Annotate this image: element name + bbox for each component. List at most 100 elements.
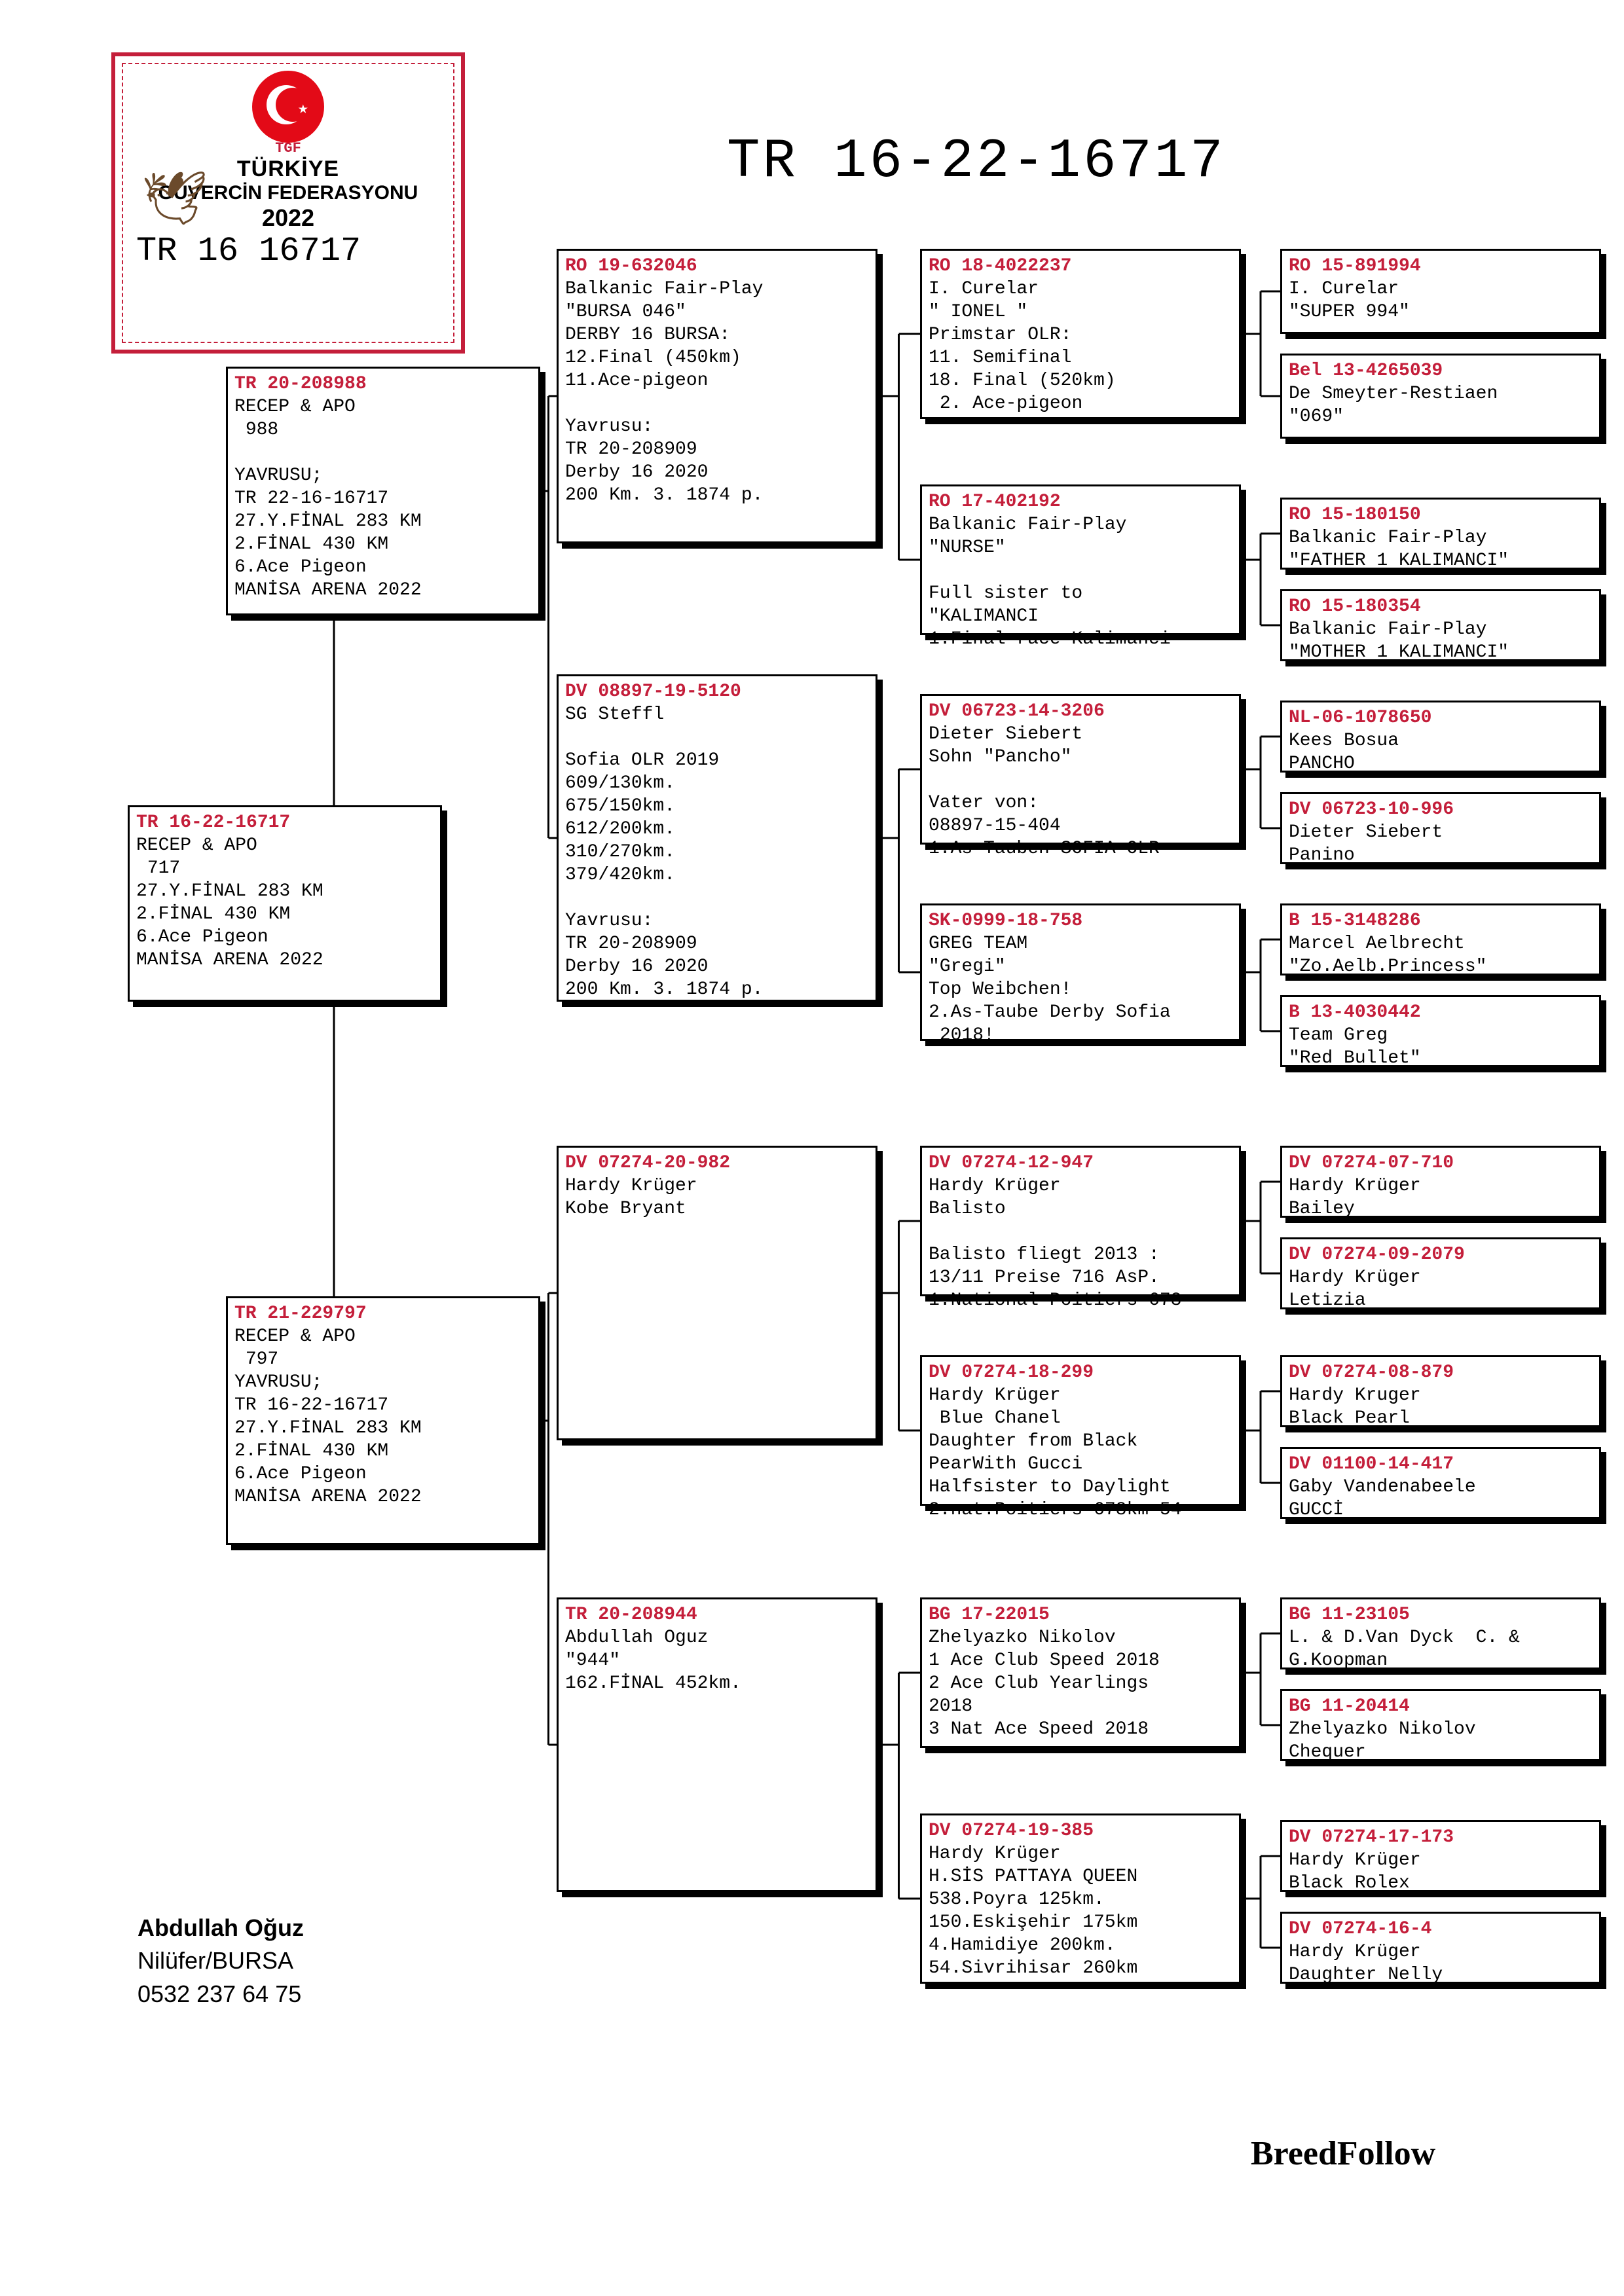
node-body: Team Greg "Red Bullet" [1289, 1024, 1593, 1070]
ring-number: DV 07274-16-4 [1289, 1918, 1593, 1941]
ring-number: BG 17-22015 [929, 1603, 1232, 1626]
ring-number: DV 01100-14-417 [1289, 1453, 1593, 1476]
ring-number: TR 20-208944 [565, 1603, 869, 1626]
ring-number: DV 08897-19-5120 [565, 680, 869, 703]
pedigree-node: DV 06723-14-3206Dieter Siebert Sohn "Pan… [920, 694, 1241, 845]
ring-number: RO 15-891994 [1289, 255, 1593, 278]
ring-number: SK-0999-18-758 [929, 909, 1232, 932]
ring-number: RO 19-632046 [565, 255, 869, 278]
pedigree-node: B 15-3148286Marcel Aelbrecht "Zo.Aelb.Pr… [1280, 903, 1601, 975]
node-body: Hardy Krüger Daughter Nelly [1289, 1941, 1593, 1986]
owner-block: Abdullah Oğuz Nilüfer/BURSA 0532 237 64 … [138, 1912, 304, 2011]
ring-number: NL-06-1078650 [1289, 706, 1593, 729]
ring-number: DV 07274-18-299 [929, 1361, 1232, 1384]
pedigree-node: SK-0999-18-758GREG TEAM "Gregi" Top Weib… [920, 903, 1241, 1041]
pedigree-node: BG 11-20414Zhelyazko Nikolov Chequer [1280, 1689, 1601, 1761]
node-body: Balkanic Fair-Play "BURSA 046" DERBY 16 … [565, 278, 869, 507]
pedigree-node: BG 11-23105L. & D.Van Dyck C. & G.Koopma… [1280, 1597, 1601, 1669]
node-body: GREG TEAM "Gregi" Top Weibchen! 2.As-Tau… [929, 932, 1232, 1047]
node-body: RECEP & APO 717 27.Y.FİNAL 283 KM 2.FİNA… [136, 834, 434, 972]
node-body: Hardy Krüger Letizia [1289, 1266, 1593, 1312]
node-body: Gaby Vandenabeele GUCCİ [1289, 1476, 1593, 1522]
node-body: Hardy Krüger Black Rolex [1289, 1849, 1593, 1895]
node-body: Hardy Krüger Kobe Bryant [565, 1175, 869, 1220]
pedigree-node: RO 15-891994I. Curelar "SUPER 994" [1280, 249, 1601, 334]
node-body: L. & D.Van Dyck C. & G.Koopman [1289, 1626, 1593, 1672]
pedigree-node: DV 06723-10-996Dieter Siebert Panino [1280, 792, 1601, 864]
pigeon-icon: 🕊 [141, 168, 208, 232]
pedigree-node: RO 18-4022237I. Curelar " IONEL " Primst… [920, 249, 1241, 419]
ring-number: BG 11-23105 [1289, 1603, 1593, 1626]
node-body: Zhelyazko Nikolov 1 Ace Club Speed 2018 … [929, 1626, 1232, 1741]
ring-number: DV 07274-19-385 [929, 1819, 1232, 1842]
ring-number: RO 15-180150 [1289, 503, 1593, 526]
ring-number: DV 07274-09-2079 [1289, 1243, 1593, 1266]
pedigree-node: DV 07274-20-982Hardy Krüger Kobe Bryant [557, 1146, 877, 1440]
ring-number: RO 17-402192 [929, 490, 1232, 513]
pedigree-node: RO 15-180150Balkanic Fair-Play "FATHER 1… [1280, 498, 1601, 570]
owner-address: Nilüfer/BURSA [138, 1944, 304, 1977]
ring-number: TR 20-208988 [234, 373, 532, 395]
ring-number: DV 06723-10-996 [1289, 798, 1593, 821]
ring-number: B 13-4030442 [1289, 1001, 1593, 1024]
pedigree-node: Bel 13-4265039De Smeyter-Restiaen "069" [1280, 354, 1601, 439]
node-body: I. Curelar "SUPER 994" [1289, 278, 1593, 323]
node-body: Balkanic Fair-Play "MOTHER 1 KALIMANCI" [1289, 618, 1593, 664]
node-body: Marcel Aelbrecht "Zo.Aelb.Princess" [1289, 932, 1593, 978]
ring-number: DV 07274-20-982 [565, 1152, 869, 1175]
stamp-serial: TR 16 16717 [123, 232, 453, 270]
ring-number: Bel 13-4265039 [1289, 359, 1593, 382]
turkish-flag-icon: ★ [252, 71, 324, 143]
node-body: SG Steffl Sofia OLR 2019 609/130km. 675/… [565, 703, 869, 1001]
node-body: Balkanic Fair-Play "NURSE" Full sister t… [929, 513, 1232, 651]
pedigree-node: DV 07274-18-299Hardy Krüger Blue Chanel … [920, 1355, 1241, 1506]
ring-number: DV 07274-08-879 [1289, 1361, 1593, 1384]
node-body: Abdullah Oguz "944" 162.FİNAL 452km. [565, 1626, 869, 1695]
pedigree-node: DV 07274-17-173Hardy Krüger Black Rolex [1280, 1820, 1601, 1892]
pedigree-node: BG 17-22015Zhelyazko Nikolov 1 Ace Club … [920, 1597, 1241, 1748]
node-body: Dieter Siebert Sohn "Pancho" Vater von: … [929, 723, 1232, 860]
ring-number: DV 07274-17-173 [1289, 1826, 1593, 1849]
pedigree-node: TR 20-208944Abdullah Oguz "944" 162.FİNA… [557, 1597, 877, 1892]
node-body: Hardy Kruger Black Pearl [1289, 1384, 1593, 1430]
node-body: RECEP & APO 988 YAVRUSU; TR 22-16-16717 … [234, 395, 532, 602]
pedigree-node: DV 01100-14-417Gaby Vandenabeele GUCCİ [1280, 1447, 1601, 1519]
node-body: Zhelyazko Nikolov Chequer [1289, 1718, 1593, 1764]
pedigree-node: DV 07274-16-4Hardy Krüger Daughter Nelly [1280, 1912, 1601, 1984]
ring-number: TR 16-22-16717 [136, 811, 434, 834]
owner-name: Abdullah Oğuz [138, 1912, 304, 1944]
node-body: Hardy Krüger H.SİS PATTAYA QUEEN 538.Poy… [929, 1842, 1232, 1980]
node-body: I. Curelar " IONEL " Primstar OLR: 11. S… [929, 278, 1232, 415]
node-body: Hardy Krüger Balisto Balisto fliegt 2013… [929, 1175, 1232, 1312]
federation-stamp: ★ TGF 🕊 TÜRKİYE GÜVERCİN FEDERASYONU 202… [111, 52, 465, 354]
pedigree-node: B 13-4030442Team Greg "Red Bullet" [1280, 995, 1601, 1067]
pedigree-node: TR 20-208988RECEP & APO 988 YAVRUSU; TR … [226, 367, 540, 615]
pedigree-node: DV 07274-07-710Hardy Krüger Bailey [1280, 1146, 1601, 1218]
pedigree-node: RO 19-632046Balkanic Fair-Play "BURSA 04… [557, 249, 877, 543]
ring-number: RO 15-180354 [1289, 595, 1593, 618]
ring-number: DV 06723-14-3206 [929, 700, 1232, 723]
node-body: Dieter Siebert Panino [1289, 821, 1593, 867]
ring-number: TR 21-229797 [234, 1302, 532, 1325]
node-body: Kees Bosua PANCHO [1289, 729, 1593, 775]
ring-number: B 15-3148286 [1289, 909, 1593, 932]
pedigree-node: RO 17-402192Balkanic Fair-Play "NURSE" F… [920, 484, 1241, 635]
node-body: Hardy Krüger Blue Chanel Daughter from B… [929, 1384, 1232, 1522]
pedigree-node: DV 07274-12-947Hardy Krüger Balisto Bali… [920, 1146, 1241, 1296]
ring-number: BG 11-20414 [1289, 1695, 1593, 1718]
owner-phone: 0532 237 64 75 [138, 1978, 304, 2011]
node-body: RECEP & APO 797 YAVRUSU; TR 16-22-16717 … [234, 1325, 532, 1508]
node-body: De Smeyter-Restiaen "069" [1289, 382, 1593, 428]
ring-number: RO 18-4022237 [929, 255, 1232, 278]
pedigree-node: NL-06-1078650Kees Bosua PANCHO [1280, 701, 1601, 773]
page-title: TR 16-22-16717 [727, 131, 1226, 193]
pedigree-node: TR 16-22-16717RECEP & APO 717 27.Y.FİNAL… [128, 805, 442, 1002]
node-body: Balkanic Fair-Play "FATHER 1 KALIMANCI" [1289, 526, 1593, 572]
pedigree-node: DV 07274-19-385Hardy Krüger H.SİS PATTAY… [920, 1813, 1241, 1984]
footer-brand: BreedFollow [1251, 2134, 1435, 2173]
ring-number: DV 07274-07-710 [1289, 1152, 1593, 1175]
pedigree-node: RO 15-180354Balkanic Fair-Play "MOTHER 1… [1280, 589, 1601, 661]
pedigree-node: DV 07274-09-2079Hardy Krüger Letizia [1280, 1237, 1601, 1309]
pedigree-node: TR 21-229797RECEP & APO 797 YAVRUSU; TR … [226, 1296, 540, 1545]
ring-number: DV 07274-12-947 [929, 1152, 1232, 1175]
